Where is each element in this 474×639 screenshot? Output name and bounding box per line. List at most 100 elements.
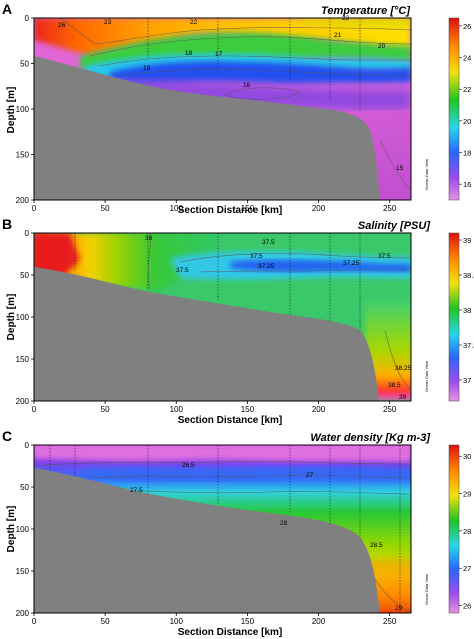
colorbar-tick-label: 22 <box>463 85 471 94</box>
y-tick-label: 100 <box>16 313 30 322</box>
y-tick-label: 200 <box>16 609 30 618</box>
colorbar-tick-label: 37.5 <box>463 341 474 350</box>
x-tick-label: 0 <box>32 405 37 414</box>
colorbar-tick-label: 30 <box>463 452 471 461</box>
contour-label: 28 <box>280 520 288 527</box>
x-tick-label: 150 <box>241 405 255 414</box>
colorbar-ticks: 37 37.5 38 38.5 39 <box>459 236 474 385</box>
panel-letter: C <box>2 428 12 444</box>
y-tick-label: 150 <box>16 355 30 364</box>
contour-label: 38.5 <box>388 382 401 389</box>
contour-label: 19 <box>143 65 151 72</box>
colorbar-ticks: 16 18 20 22 24 26 <box>459 22 471 189</box>
x-tick-label: 50 <box>101 204 110 213</box>
x-axis-label: Section Distance [km] <box>178 205 282 216</box>
panel-title: Water density [Kg m-3] <box>310 432 430 444</box>
contour-labels: 38 37.5 37.5 37.5 37.25 37.25 37.5 38.25… <box>145 235 412 401</box>
contour-label: 15 <box>396 165 404 172</box>
panel-b: B Salinity [PSU] <box>2 216 474 426</box>
contour-label: 37.5 <box>250 253 263 260</box>
colorbar <box>448 232 460 402</box>
colorbar-ticks: 26 27 28 29 30 <box>459 452 471 611</box>
y-tick-label: 0 <box>25 441 30 450</box>
contour-label: 28.5 <box>370 542 383 549</box>
colorbar <box>448 444 460 614</box>
y-tick-label: 200 <box>16 397 30 406</box>
colorbar-tick-label: 20 <box>463 117 471 126</box>
contour-label: 37.25 <box>258 263 275 270</box>
panel-letter: A <box>2 1 12 17</box>
watermark: Ocean Data View <box>424 361 429 392</box>
contour-label: 39 <box>399 394 407 401</box>
x-tick-label: 150 <box>241 617 255 626</box>
colorbar-tick-label: 27 <box>463 564 471 573</box>
x-tick-label: 0 <box>32 617 37 626</box>
y-tick-label: 0 <box>25 14 30 23</box>
y-tick-label: 150 <box>16 151 30 160</box>
x-axis-label: Section Distance [km] <box>178 415 282 426</box>
y-tick-label: 50 <box>20 271 29 280</box>
contour-label: 37.25 <box>343 260 360 267</box>
watermark: Ocean Data View <box>424 574 429 605</box>
x-tick-label: 100 <box>170 405 184 414</box>
y-tick-label: 150 <box>16 567 30 576</box>
x-axis: 0 50 100 150 200 250 0 50 100 150 200 <box>16 229 397 414</box>
colorbar-tick-label: 28 <box>463 527 471 536</box>
panel-letter: B <box>2 216 12 232</box>
x-axis: 0 50 100 150 200 250 0 50 100 150 200 <box>16 14 397 213</box>
colorbar-tick-label: 16 <box>463 180 471 189</box>
x-tick-label: 50 <box>101 405 110 414</box>
x-tick-label: 150 <box>241 204 255 213</box>
colorbar <box>448 17 460 201</box>
contour-label: 37.5 <box>378 253 391 260</box>
y-axis-label: Depth [m] <box>6 294 17 341</box>
y-axis-label: Depth [m] <box>6 506 17 553</box>
contour-label: 27.5 <box>130 487 143 494</box>
panel-a: A Temperature [°C] <box>2 1 471 216</box>
x-tick-label: 200 <box>312 405 326 414</box>
y-tick-label: 200 <box>16 196 30 205</box>
x-tick-label: 100 <box>170 204 184 213</box>
y-tick-label: 100 <box>16 105 30 114</box>
y-tick-label: 50 <box>20 483 29 492</box>
contour-label: 21 <box>334 32 342 39</box>
x-tick-label: 200 <box>312 204 326 213</box>
colorbar-tick-label: 37 <box>463 376 471 385</box>
colorbar-tick-label: 18 <box>463 149 471 158</box>
contour-label: 38.25 <box>395 365 412 372</box>
contour-labels: 26.5 27 27.5 28 28.5 29 <box>130 462 403 612</box>
y-tick-label: 100 <box>16 525 30 534</box>
x-tick-label: 100 <box>170 617 184 626</box>
panel-title: Temperature [°C] <box>321 5 410 17</box>
colorbar-tick-label: 24 <box>463 54 471 63</box>
seafloor-bathymetry <box>34 468 380 613</box>
contour-label: 18 <box>185 50 193 57</box>
colorbar-tick-label: 39 <box>463 236 471 245</box>
contour-label: 27 <box>306 472 314 479</box>
contour-label: 37.5 <box>262 239 275 246</box>
colorbar-tick-label: 38.5 <box>463 271 474 280</box>
contour-label: 16 <box>243 82 251 89</box>
station-lines <box>74 233 361 330</box>
contour-label: 17 <box>215 51 223 58</box>
contour-label: 26.5 <box>182 462 195 469</box>
y-axis-label: Depth [m] <box>6 87 17 134</box>
contour-label: 22 <box>190 19 198 26</box>
station-lines <box>49 445 401 613</box>
watermark: Ocean Data View <box>424 159 429 190</box>
contour-label: 38 <box>145 235 153 242</box>
colorbar-tick-label: 26 <box>463 22 471 31</box>
contour-label: 23 <box>104 19 112 26</box>
contour-label: 26 <box>58 22 66 29</box>
colorbar-tick-label: 29 <box>463 490 471 499</box>
station-lines <box>147 18 361 110</box>
x-tick-label: 200 <box>312 617 326 626</box>
x-axis-label: Section Distance [km] <box>178 627 282 638</box>
x-tick-label: 250 <box>383 617 397 626</box>
x-tick-label: 250 <box>383 204 397 213</box>
y-tick-label: 50 <box>20 60 29 69</box>
seafloor-bathymetry <box>34 56 380 200</box>
contour-label: 20 <box>378 43 386 50</box>
panel-title: Salinity [PSU] <box>358 220 430 232</box>
